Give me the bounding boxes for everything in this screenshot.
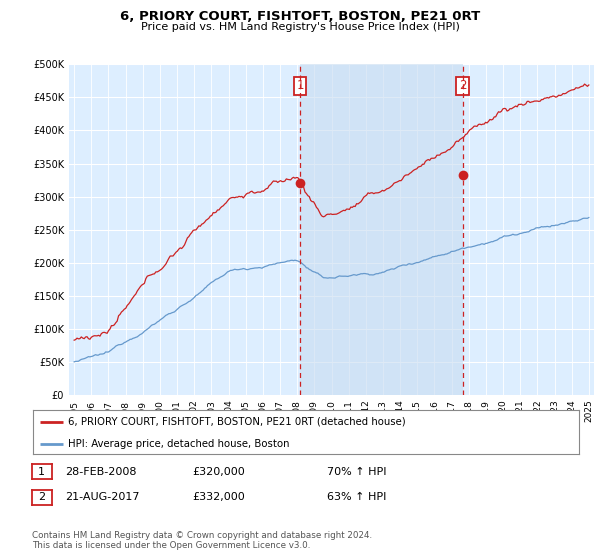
Text: 2: 2 <box>459 80 466 92</box>
Text: 70% ↑ HPI: 70% ↑ HPI <box>327 466 386 477</box>
Text: 1: 1 <box>296 80 304 92</box>
Bar <box>300 64 463 395</box>
Text: £320,000: £320,000 <box>192 466 245 477</box>
Text: £332,000: £332,000 <box>192 492 245 502</box>
Text: 2: 2 <box>38 492 45 502</box>
Text: 63% ↑ HPI: 63% ↑ HPI <box>327 492 386 502</box>
Text: 6, PRIORY COURT, FISHTOFT, BOSTON, PE21 0RT: 6, PRIORY COURT, FISHTOFT, BOSTON, PE21 … <box>120 10 480 23</box>
Text: 6, PRIORY COURT, FISHTOFT, BOSTON, PE21 0RT (detached house): 6, PRIORY COURT, FISHTOFT, BOSTON, PE21 … <box>68 417 406 427</box>
Text: 1: 1 <box>38 466 45 477</box>
Text: 28-FEB-2008: 28-FEB-2008 <box>65 466 136 477</box>
Text: HPI: Average price, detached house, Boston: HPI: Average price, detached house, Bost… <box>68 439 290 449</box>
Text: Price paid vs. HM Land Registry's House Price Index (HPI): Price paid vs. HM Land Registry's House … <box>140 22 460 32</box>
Text: 21-AUG-2017: 21-AUG-2017 <box>65 492 139 502</box>
Text: Contains HM Land Registry data © Crown copyright and database right 2024.
This d: Contains HM Land Registry data © Crown c… <box>32 531 372 550</box>
